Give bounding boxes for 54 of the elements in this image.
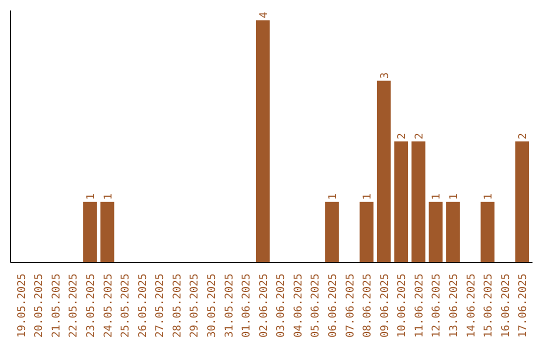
- x-tick-label: 24.05.2025: [101, 274, 114, 338]
- x-tick-label: 23.05.2025: [84, 274, 98, 338]
- x-tick-label: 27.05.2025: [153, 274, 166, 338]
- x-tick-label: 07.06.2025: [343, 274, 356, 338]
- x-tick-label: 05.06.2025: [308, 274, 322, 338]
- bar: [394, 141, 408, 262]
- x-tick-label: 08.06.2025: [360, 274, 374, 338]
- bar: [256, 20, 270, 262]
- data-label: 1: [84, 194, 98, 200]
- bar: [325, 202, 339, 262]
- x-tick-label: 20.05.2025: [32, 274, 46, 338]
- x-tick-label: 21.05.2025: [49, 274, 62, 338]
- data-label: 4: [256, 12, 270, 18]
- bar: [428, 202, 443, 262]
- x-tick-label: 13.06.2025: [446, 274, 460, 338]
- x-tick-label: 19.05.2025: [14, 274, 28, 338]
- x-tick-label: 22.05.2025: [66, 274, 80, 338]
- x-tick-label: 25.05.2025: [118, 274, 132, 338]
- data-label: 3: [378, 72, 391, 79]
- data-label: 1: [326, 194, 339, 200]
- x-tick-label: 03.06.2025: [274, 274, 288, 338]
- x-tick-label: 11.06.2025: [412, 274, 426, 338]
- x-tick-label: 02.06.2025: [256, 274, 270, 338]
- bar: [100, 202, 114, 262]
- data-label: 2: [412, 132, 426, 140]
- data-label: 1: [446, 194, 460, 200]
- x-tick-label: 30.05.2025: [205, 274, 218, 338]
- x-tick-label: 04.06.2025: [291, 274, 304, 338]
- data-label: 1: [360, 194, 374, 200]
- data-label: 1: [430, 194, 443, 200]
- x-tick-label: 15.06.2025: [482, 274, 495, 338]
- bar: [515, 141, 530, 262]
- x-tick-label: 10.06.2025: [395, 274, 408, 338]
- bar: [360, 202, 374, 262]
- x-tick-label: 06.06.2025: [326, 274, 339, 338]
- data-label: 1: [101, 194, 114, 200]
- x-tick-label: 09.06.2025: [378, 274, 391, 338]
- x-tick-label: 17.06.2025: [516, 274, 530, 338]
- bar: [83, 202, 97, 262]
- bar: [480, 202, 494, 262]
- data-label: 1: [482, 194, 495, 200]
- bar: [412, 141, 426, 262]
- x-tick-label: 01.06.2025: [240, 274, 253, 338]
- bar: [446, 202, 460, 262]
- data-label: 2: [395, 132, 408, 140]
- x-tick-label: 28.05.2025: [170, 274, 184, 338]
- x-tick-label: 14.06.2025: [464, 274, 478, 338]
- bar: [376, 80, 391, 262]
- x-tick-label: 16.06.2025: [498, 274, 512, 338]
- data-label: 2: [516, 132, 530, 140]
- x-tick-label: 12.06.2025: [430, 274, 443, 338]
- x-tick-label: 31.05.2025: [222, 274, 236, 338]
- x-tick-label: 29.05.2025: [188, 274, 201, 338]
- x-tick-label: 26.05.2025: [136, 274, 149, 338]
